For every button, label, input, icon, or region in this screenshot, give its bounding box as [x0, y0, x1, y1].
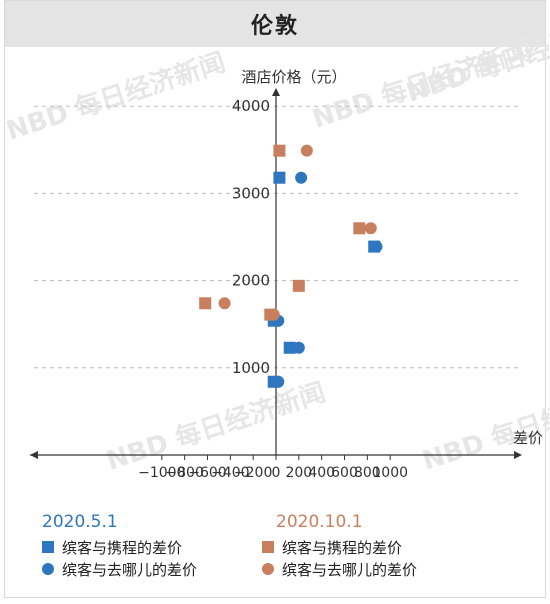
data-point-square — [292, 279, 305, 292]
data-point-circle — [272, 375, 285, 388]
x-tick-label: −200 — [234, 465, 272, 481]
y-axis-arrow — [272, 88, 280, 96]
y-tick-label: 3000 — [232, 184, 270, 202]
x-tick-label: −800 — [165, 465, 203, 481]
legend-label: 缤客与携程的差价 — [282, 538, 403, 557]
data-point-square — [273, 171, 286, 184]
legend-group-2-title: 2020.10.1 — [276, 512, 363, 532]
y-axis-label: 酒店价格（元） — [241, 68, 346, 86]
x-tick-label: −400 — [211, 465, 249, 481]
square-marker-icon — [42, 541, 54, 553]
x-tick-label: −1000 — [138, 465, 185, 481]
circle-marker-icon — [262, 563, 274, 575]
y-tick-label: 4000 — [232, 97, 270, 115]
legend-item: 缤客与去哪儿的差价 — [262, 558, 417, 580]
watermark: NBD 每日经济新闻 — [403, 9, 550, 109]
watermark: NBD 每日经济新闻 — [103, 377, 330, 477]
x-tick-label: 800 — [354, 465, 381, 481]
legend-item: 缤客与去哪儿的差价 — [42, 558, 197, 580]
legend-item: 缤客与携程的差价 — [42, 536, 197, 558]
chart-frame: 伦敦 — [4, 0, 546, 598]
legend-group-1-title: 2020.5.1 — [42, 512, 118, 532]
data-point-circle — [218, 297, 231, 310]
x-tick-label: 0 — [272, 465, 281, 481]
chart-title: 伦敦 — [250, 14, 299, 39]
data-point-square — [353, 222, 366, 235]
x-axis-left-arrow — [30, 451, 38, 459]
x-axis-label: 差价 — [513, 429, 543, 447]
y-tick-label: 1000 — [232, 359, 270, 377]
legend-label: 缤客与去哪儿的差价 — [62, 560, 198, 579]
x-axis-right-arrow — [514, 451, 522, 459]
data-point-circle — [292, 341, 305, 354]
circle-marker-icon — [42, 563, 54, 575]
y-tick-label: 2000 — [232, 272, 270, 290]
x-tick-label: 200 — [285, 465, 312, 481]
watermark: NBD 每日经济新闻 — [3, 47, 230, 147]
watermark: NBD 每日经济新闻 — [419, 377, 550, 477]
x-tick-label: 600 — [331, 465, 358, 481]
data-point-circle — [364, 222, 377, 235]
legend-group-1: 2020.5.1 缤客与携程的差价 缤客与去哪儿的差价 — [42, 512, 197, 580]
data-point-circle — [295, 171, 308, 184]
data-point-circle — [370, 240, 383, 253]
title-bar: 伦敦 — [5, 1, 545, 47]
x-tick-label: 1000 — [372, 465, 408, 481]
data-point-square — [273, 144, 286, 157]
data-point-circle — [267, 308, 280, 321]
legend-label: 缤客与携程的差价 — [62, 538, 183, 557]
data-point-square — [283, 341, 296, 354]
legend-label: 缤客与去哪儿的差价 — [282, 560, 418, 579]
data-point-square — [199, 297, 212, 310]
square-marker-icon — [262, 541, 274, 553]
x-tick-label: 400 — [308, 465, 335, 481]
data-point-circle — [300, 144, 313, 157]
legend-group-2: 2020.10.1 缤客与携程的差价 缤客与去哪儿的差价 — [262, 512, 417, 580]
x-tick-label: −600 — [188, 465, 226, 481]
legend-item: 缤客与携程的差价 — [262, 536, 417, 558]
